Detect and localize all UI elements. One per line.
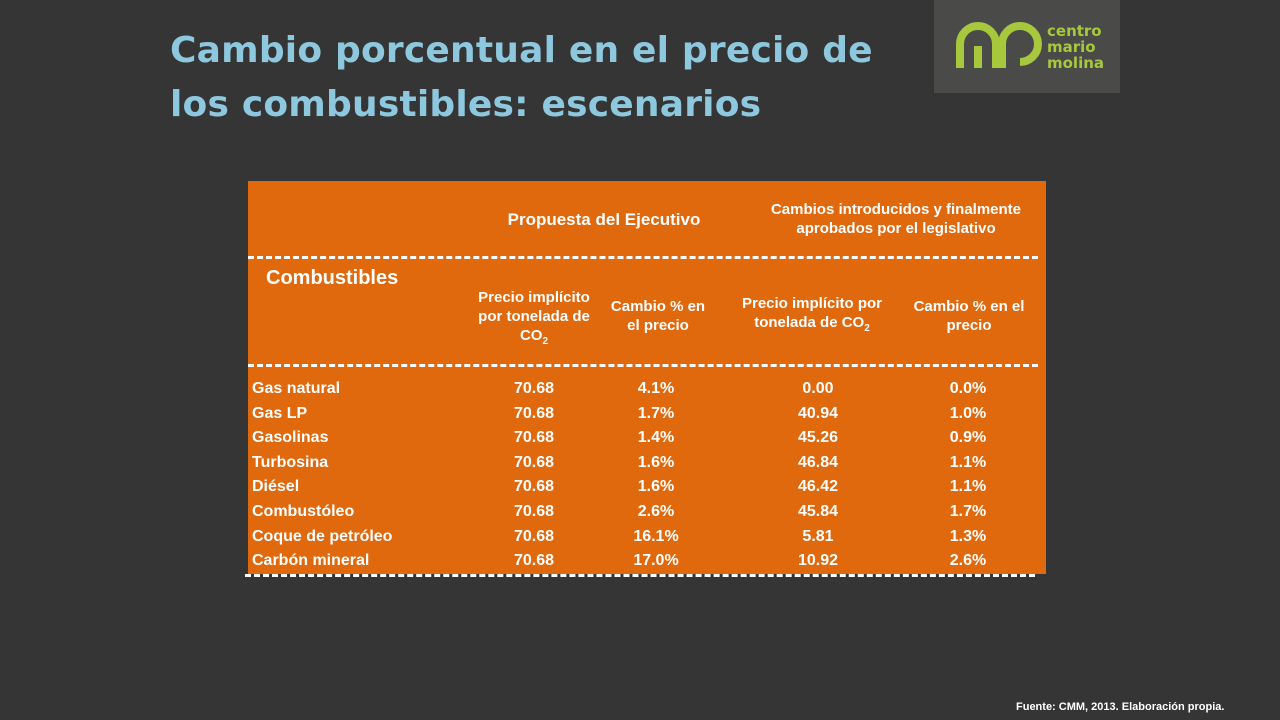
cell-leg-change: 1.0% (949, 405, 987, 422)
header-legislative-changes: Cambios introducidos y finalmente aproba… (770, 201, 1022, 237)
cell-exec-price: 70.68 (513, 552, 555, 569)
cell-leg-price: 0.00 (802, 380, 834, 397)
logo-text-line-1: centro (1047, 22, 1102, 40)
cell-leg-change: 0.9% (949, 429, 987, 446)
row-fuel-label: Diésel (252, 478, 300, 495)
logo: centro mario molina (934, 0, 1120, 93)
cell-exec-change: 4.1% (637, 380, 675, 397)
cell-exec-change: 16.1% (633, 528, 679, 545)
cell-exec-change: 1.7% (637, 405, 675, 422)
subheader-leg-price: Precio implícito por tonelada de CO2 (738, 281, 886, 351)
logo-text-line-3: molina (1047, 54, 1105, 72)
cell-exec-change: 2.6% (637, 503, 675, 520)
title-line-2: los combustibles: escenarios (170, 84, 762, 125)
divider-middle (248, 364, 1038, 367)
fuel-price-table: Propuesta del Ejecutivo Cambios introduc… (248, 181, 1046, 574)
cell-leg-price: 40.94 (797, 405, 839, 422)
cell-exec-change: 1.4% (637, 429, 675, 446)
cell-leg-price: 45.26 (797, 429, 839, 446)
subheader-leg-price-subscript: 2 (864, 323, 870, 334)
cell-leg-change: 2.6% (949, 552, 987, 569)
centro-mario-molina-logo-icon (956, 22, 1042, 68)
row-fuel-label: Carbón mineral (252, 552, 370, 569)
subheader-leg-change: Cambio % en el precio (913, 298, 1025, 334)
row-fuel-label: Gas natural (252, 380, 341, 397)
cell-exec-price: 70.68 (513, 380, 555, 397)
logo-text: centro mario molina (1047, 23, 1104, 71)
header-executive-proposal: Propuesta del Ejecutivo (507, 209, 701, 229)
row-fuel-label: Coque de petróleo (252, 528, 393, 545)
cell-exec-change: 1.6% (637, 454, 675, 471)
cell-exec-price: 70.68 (513, 528, 555, 545)
cell-leg-price: 45.84 (797, 503, 839, 520)
cell-leg-change: 1.7% (949, 503, 987, 520)
cell-exec-change: 17.0% (633, 552, 679, 569)
column-header-fuels: Combustibles (266, 267, 399, 289)
slide-title: Cambio porcentual en el precio de los co… (170, 24, 890, 132)
cell-exec-price: 70.68 (513, 405, 555, 422)
cell-leg-change: 1.1% (949, 454, 987, 471)
row-fuel-label: Gasolinas (252, 429, 329, 446)
subheader-exec-change: Cambio % en el precio (610, 298, 706, 334)
cell-exec-price: 70.68 (513, 503, 555, 520)
subheader-exec-price: Precio implícito por tonelada de CO2 (470, 273, 598, 365)
cell-exec-change: 1.6% (637, 478, 675, 495)
cell-exec-price: 70.68 (513, 478, 555, 495)
row-fuel-label: Turbosina (252, 454, 329, 471)
cell-exec-price: 70.68 (513, 429, 555, 446)
cell-leg-price: 5.81 (802, 528, 834, 545)
row-fuel-label: Combustóleo (252, 503, 355, 520)
cell-leg-price: 46.84 (797, 454, 839, 471)
cell-leg-change: 1.3% (949, 528, 987, 545)
cell-leg-change: 0.0% (949, 380, 987, 397)
cell-exec-price: 70.68 (513, 454, 555, 471)
row-fuel-label: Gas LP (252, 405, 308, 422)
source-note: Fuente: CMM, 2013. Elaboración propia. (1016, 701, 1225, 713)
subheader-exec-price-subscript: 2 (542, 335, 549, 347)
subheader-exec-price-text: Precio implícito por tonelada de CO (478, 288, 590, 344)
cell-leg-price: 10.92 (797, 552, 839, 569)
cell-leg-change: 1.1% (949, 478, 987, 495)
cell-leg-price: 46.42 (797, 478, 839, 495)
divider-bottom (245, 574, 1035, 577)
divider-top (248, 256, 1038, 259)
logo-text-line-2: mario (1047, 38, 1096, 56)
title-line-1: Cambio porcentual en el precio de (170, 30, 873, 71)
subheader-leg-price-text: Precio implícito por tonelada de CO (741, 295, 883, 331)
